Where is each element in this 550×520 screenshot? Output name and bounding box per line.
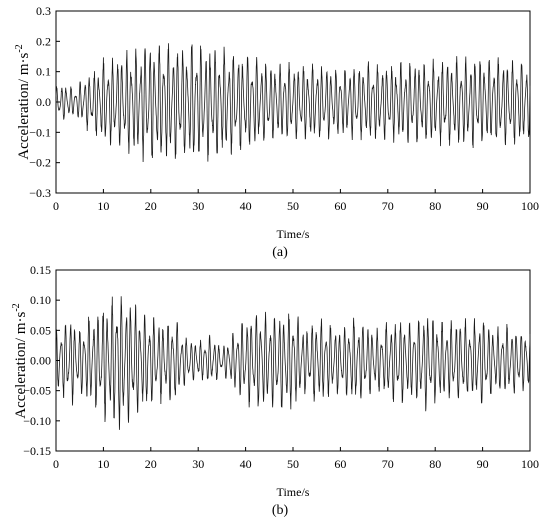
y-tick-label-b-4: 0.05 (30, 323, 51, 337)
x-tick-label-b-9: 90 (477, 457, 489, 471)
y-tick-label-a-6: 0.3 (36, 4, 51, 18)
x-tick-label-b-1: 10 (97, 457, 109, 471)
y-tick-label-b-5: 0.10 (30, 293, 51, 307)
x-tick-label-a-4: 40 (240, 199, 252, 213)
x-tick-label-b-5: 50 (287, 457, 299, 471)
acceleration-series-b (55, 296, 531, 430)
x-tick-label-b-3: 30 (192, 457, 204, 471)
y-axis-title-text-a: Acceleration/ m·s (16, 52, 32, 159)
y-tick-label-a-4: 0.1 (36, 65, 51, 79)
y-tick-label-b-0: −0.15 (23, 444, 51, 458)
y-tick-label-b-3: 0.00 (30, 354, 51, 368)
x-tick-label-b-8: 80 (429, 457, 441, 471)
y-tick-label-a-3: 0.0 (36, 95, 51, 109)
panel-label-b: (b) (272, 503, 289, 518)
x-tick-label-a-2: 20 (145, 199, 157, 213)
x-tick-label-b-4: 40 (240, 457, 252, 471)
x-tick-label-a-9: 90 (477, 199, 489, 213)
panel-label-a: (a) (272, 245, 288, 260)
y-tick-label-a-0: −0.3 (29, 186, 51, 200)
y-axis-title-text-b: Acceleration/ m·s (13, 311, 29, 418)
y-axis-title-b: Acceleration/ m·s-2 (11, 303, 29, 418)
x-axis-title-b: Time/s (277, 485, 310, 499)
x-tick-label-b-6: 60 (334, 457, 346, 471)
chart-panel-b: −0.15 −0.10 −0.05 0.00 0.05 0.10 0.15 0 10 20 30 4… (11, 263, 539, 518)
x-tick-label-b-10: 100 (521, 457, 539, 471)
x-tick-label-b-2: 20 (145, 457, 157, 471)
plot-area-a (55, 43, 531, 163)
y-axis-title-exponent-a: -2 (14, 44, 25, 52)
y-tick-label-a-5: 0.2 (36, 34, 51, 48)
plot-area-b (55, 296, 531, 430)
x-tick-label-a-6: 60 (334, 199, 346, 213)
x-tick-label-b-7: 70 (382, 457, 394, 471)
x-tick-label-a-5: 50 (287, 199, 299, 213)
x-tick-label-b-0: 0 (53, 457, 59, 471)
y-tick-label-a-2: −0.1 (29, 125, 51, 139)
y-tick-label-b-1: −0.10 (23, 414, 51, 428)
y-tick-label-b-2: −0.05 (23, 384, 51, 398)
x-axis-ticks-a: 0 10 20 30 40 50 60 70 80 90 100 (53, 189, 539, 213)
x-tick-label-a-10: 100 (521, 199, 539, 213)
y-axis-title-a: Acceleration/ m·s-2 (14, 44, 32, 159)
x-tick-label-a-3: 30 (192, 199, 204, 213)
x-tick-label-a-0: 0 (53, 199, 59, 213)
y-axis-ticks-b: −0.15 −0.10 −0.05 0.00 0.05 0.10 0.15 (23, 263, 60, 458)
y-tick-label-b-6: 0.15 (30, 263, 51, 277)
x-tick-label-a-1: 10 (97, 199, 109, 213)
x-axis-ticks-b: 0 10 20 30 40 50 60 70 80 90 100 (53, 447, 539, 471)
chart-panel-a: −0.3 −0.2 −0.1 0.0 0.1 0.2 0.3 0 10 20 30 40 50 60 70… (14, 4, 539, 260)
x-tick-label-a-7: 70 (382, 199, 394, 213)
y-axis-ticks-a: −0.3 −0.2 −0.1 0.0 0.1 0.2 0.3 (29, 4, 60, 200)
y-tick-label-a-1: −0.2 (29, 156, 51, 170)
x-tick-label-a-8: 80 (429, 199, 441, 213)
acceleration-series-a (55, 43, 531, 163)
x-axis-title-a: Time/s (277, 227, 310, 241)
y-axis-title-exponent-b: -2 (11, 303, 22, 311)
